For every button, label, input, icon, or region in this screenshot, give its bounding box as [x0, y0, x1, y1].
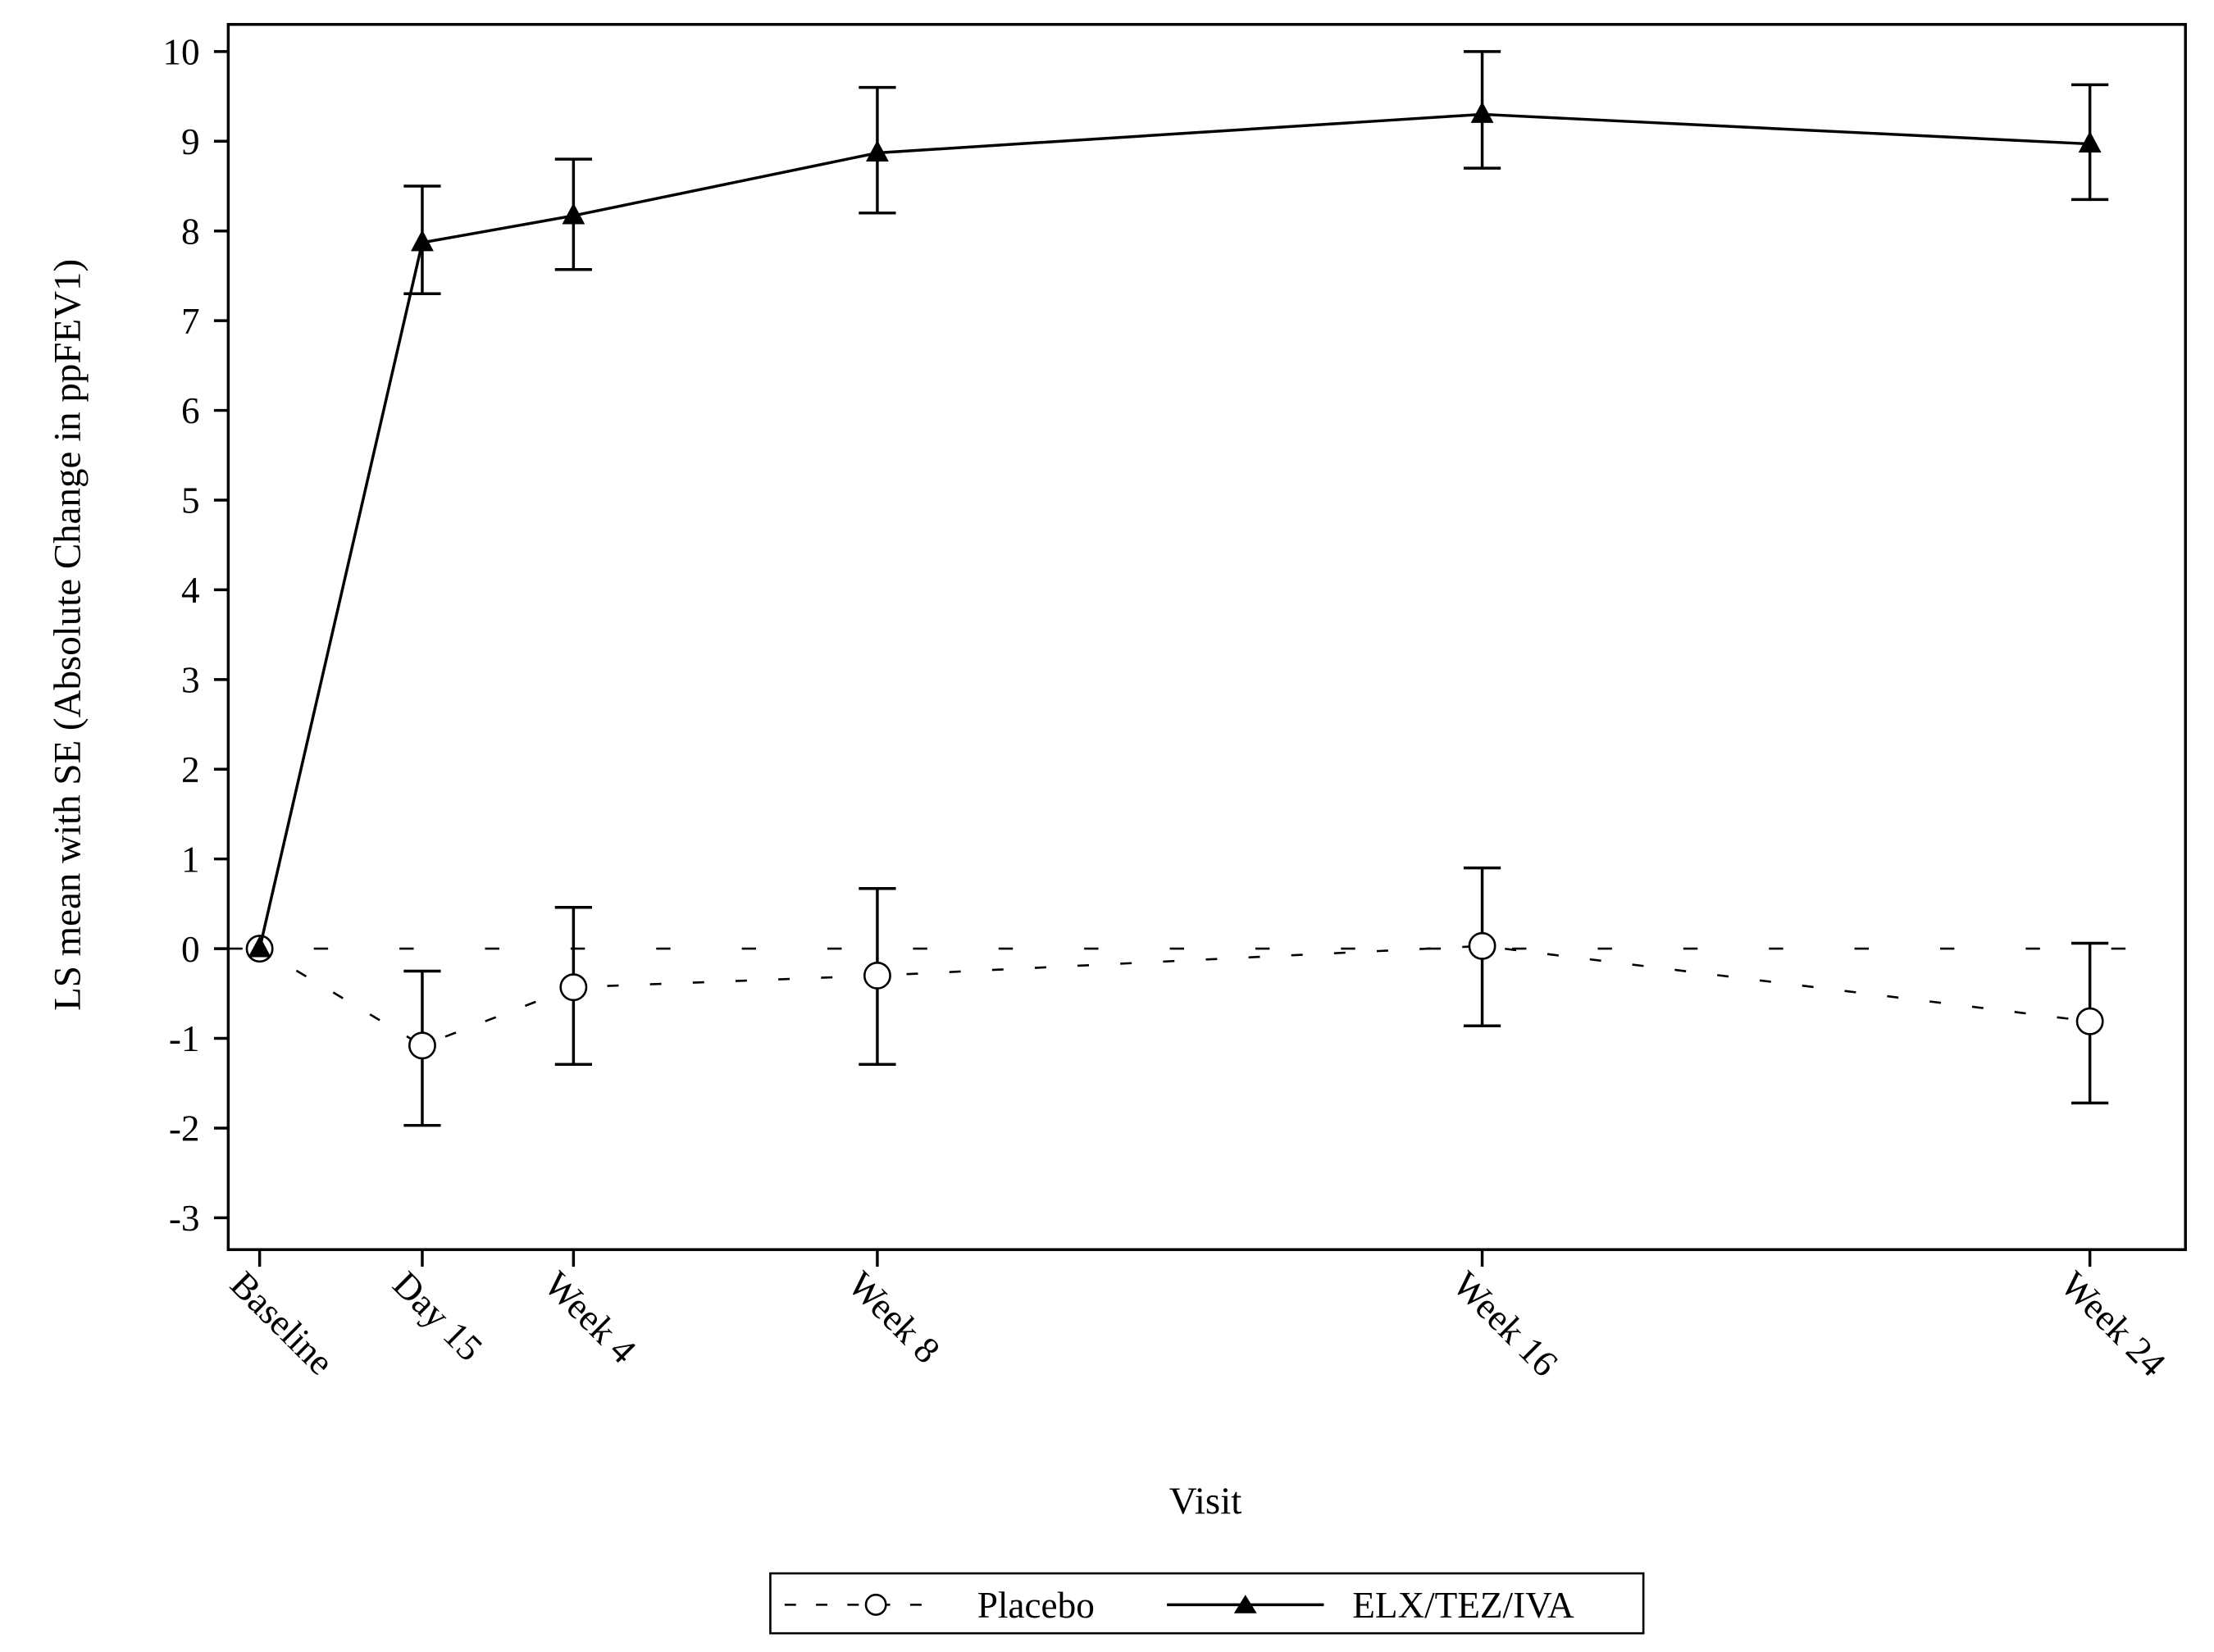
- x-tick-label: Day 15: [385, 1263, 491, 1369]
- series-line: [257, 112, 2090, 949]
- y-tick-label: 3: [181, 659, 200, 700]
- legend-elx-label: ELX/TEZ/IVA: [1352, 1585, 1574, 1626]
- y-tick-label: -3: [169, 1198, 200, 1239]
- plot-marks: [228, 50, 2186, 1127]
- legend-placebo-marker: [864, 1593, 887, 1616]
- x-tick-label: Baseline: [222, 1263, 341, 1382]
- y-tick-label: 8: [181, 211, 200, 252]
- data-point-circle: [1468, 931, 1496, 960]
- data-point-triangle: [248, 935, 271, 958]
- data-point-circle: [863, 961, 891, 990]
- data-point-triangle: [865, 139, 889, 162]
- data-point-triangle: [1470, 101, 1494, 123]
- y-tick-label: 7: [181, 301, 200, 342]
- series-placebo: [245, 866, 2109, 1127]
- x-axis-label: Visit: [1169, 1480, 1242, 1522]
- x-tick-label: Week 24: [2052, 1263, 2173, 1384]
- y-tick-label: 1: [181, 839, 200, 880]
- data-point-circle: [408, 1031, 436, 1060]
- y-tick-label: 6: [181, 390, 200, 431]
- data-point-circle: [2075, 1007, 2104, 1035]
- x-tick-label: Week 16: [1445, 1263, 1565, 1384]
- y-tick-label: 4: [181, 570, 200, 611]
- plot-frame: [226, 23, 2187, 1251]
- x-tick-label: Week 4: [536, 1263, 644, 1371]
- legend-box: [769, 1572, 1645, 1635]
- data-point-circle: [559, 973, 588, 1002]
- series-elx-tez-iva: [248, 50, 2109, 958]
- legend: Placebo ELX/TEZ/IVA: [769, 1572, 1645, 1635]
- y-axis-label: LS mean with SE (Absolute Change in ppFE…: [46, 259, 89, 1011]
- y-axis: -3 -2 -1 0 1 2 3 4 5 6 7 8 9 10: [162, 32, 229, 1239]
- y-tick-label: 2: [181, 749, 200, 790]
- y-tick-label: 0: [181, 929, 200, 970]
- data-point-triangle: [2078, 130, 2102, 152]
- y-tick-label: 10: [162, 32, 199, 73]
- legend-elx-marker: [1233, 1595, 1257, 1613]
- y-tick-label: 9: [181, 121, 200, 162]
- y-tick-label: -1: [169, 1018, 200, 1059]
- x-tick-label: Week 8: [840, 1263, 948, 1371]
- data-point-triangle: [411, 230, 434, 252]
- data-point-triangle: [562, 203, 585, 225]
- y-tick-label: -2: [169, 1108, 200, 1149]
- legend-placebo-label: Placebo: [977, 1585, 1095, 1626]
- y-tick-label: 5: [181, 480, 200, 521]
- series-line: [258, 944, 2090, 1047]
- x-axis: Baseline Day 15 Week 4 Week 8 Week 16 Week 24: [222, 1249, 2174, 1384]
